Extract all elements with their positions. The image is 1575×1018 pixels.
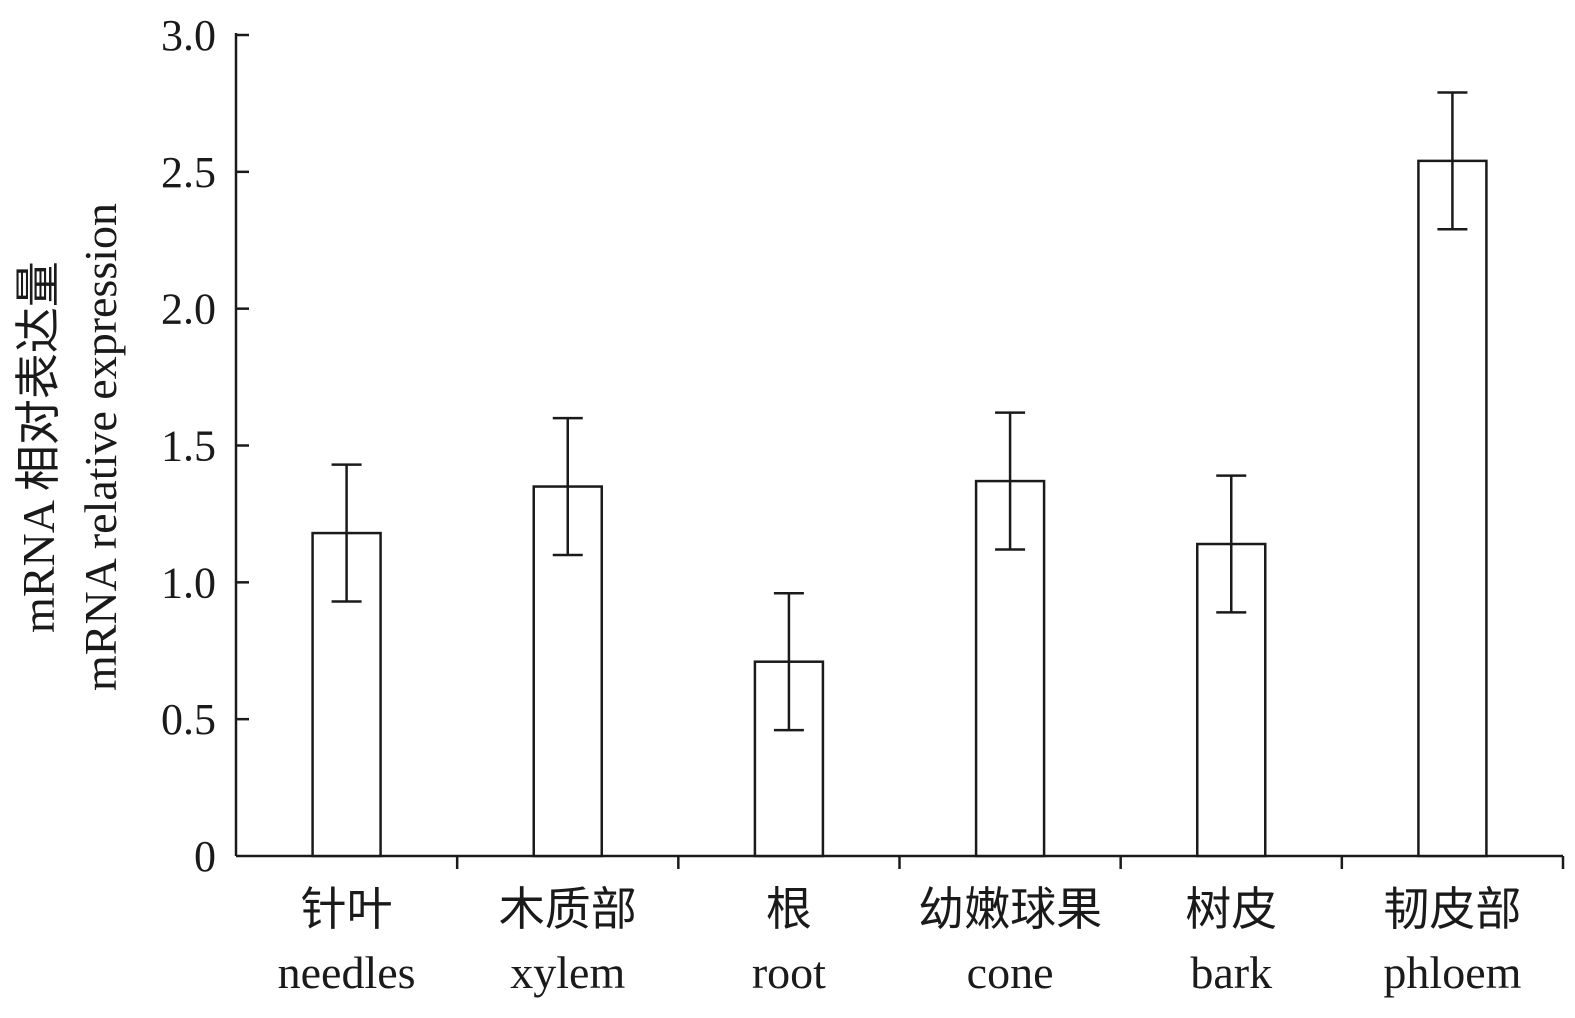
y-axis-title: mRNA 相对表达量 mRNA relative expression xyxy=(13,203,126,691)
error-bars xyxy=(331,91,1468,732)
y-tick-label: 1.5 xyxy=(161,422,216,471)
x-tick-label-en: cone xyxy=(967,947,1054,998)
x-tick-label-zh: 幼嫩球果 xyxy=(918,884,1102,935)
x-tick-label-zh: 针叶 xyxy=(301,884,393,935)
bars xyxy=(311,159,1488,858)
y-tick-label: 1.0 xyxy=(161,558,216,607)
x-tick-label-en: phloem xyxy=(1383,947,1521,998)
y-tick-label: 3.0 xyxy=(161,11,216,60)
x-tick-label-zh: 树皮 xyxy=(1185,884,1277,935)
x-tick-label-zh: 根 xyxy=(766,884,812,935)
x-tick-label-zh: 木质部 xyxy=(499,884,637,935)
y-axis-title-en: mRNA relative expression xyxy=(75,203,126,691)
x-tick-label-en: xylem xyxy=(510,947,625,998)
y-tick-label: 2.0 xyxy=(161,285,216,334)
y-axis-title-zh: mRNA 相对表达量 xyxy=(13,261,64,633)
y-tick-label: 0 xyxy=(194,832,216,881)
x-tick-labels: 针叶 needles 木质部 xylem 根 root 幼嫩球果 cone 树皮 bark 韧皮部 p… xyxy=(278,884,1522,998)
x-tick-label-en: root xyxy=(752,947,826,998)
y-ticks: 0 0.5 1.0 1.5 2.0 2.5 3.0 xyxy=(161,11,249,881)
y-tick-label: 0.5 xyxy=(161,695,216,744)
x-tick-label-en: bark xyxy=(1190,947,1272,998)
x-tick-label-zh: 韧皮部 xyxy=(1383,884,1521,935)
axes xyxy=(234,33,1565,869)
y-tick-label: 2.5 xyxy=(161,148,216,197)
x-tick-label-en: needles xyxy=(278,947,416,998)
bar xyxy=(1417,159,1488,858)
